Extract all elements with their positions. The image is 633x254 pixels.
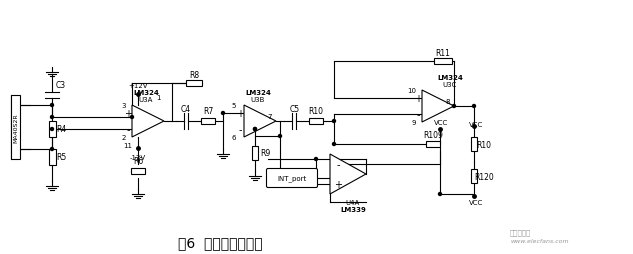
Bar	[252, 146, 258, 160]
Polygon shape	[330, 154, 366, 194]
Text: R10: R10	[477, 140, 491, 149]
Circle shape	[253, 128, 256, 131]
Text: R4: R4	[56, 125, 66, 134]
Circle shape	[315, 158, 318, 161]
Polygon shape	[244, 106, 276, 137]
Text: +: +	[414, 94, 422, 104]
Circle shape	[51, 148, 54, 151]
Text: -: -	[238, 124, 242, 134]
Text: VCC: VCC	[434, 120, 448, 125]
Text: R9: R9	[260, 149, 270, 158]
Text: R6: R6	[133, 157, 143, 166]
Bar	[49, 149, 56, 165]
Text: LM324: LM324	[245, 90, 271, 96]
Text: +12V: +12V	[128, 83, 147, 89]
Text: LM324: LM324	[437, 75, 463, 81]
Text: 1: 1	[156, 95, 160, 101]
Text: 8: 8	[446, 99, 450, 105]
Text: C5: C5	[290, 104, 300, 113]
Text: 图6  超声波接收电路: 图6 超声波接收电路	[178, 235, 262, 249]
Text: VCC: VCC	[469, 199, 483, 205]
Text: 3: 3	[122, 103, 126, 108]
Text: -12V: -12V	[130, 154, 146, 160]
Text: 10: 10	[408, 88, 417, 94]
Circle shape	[253, 128, 256, 131]
Bar	[11, 96, 20, 159]
Bar	[201, 119, 215, 124]
Text: R120: R120	[474, 172, 494, 181]
Circle shape	[439, 193, 441, 196]
Text: 6: 6	[232, 134, 236, 140]
Text: -: -	[336, 159, 340, 169]
Bar	[426, 141, 440, 147]
Circle shape	[453, 105, 456, 108]
Text: -: -	[126, 124, 130, 134]
Bar	[434, 59, 452, 65]
Circle shape	[130, 116, 134, 119]
Text: MA40S2R: MA40S2R	[13, 113, 18, 142]
Text: 7: 7	[268, 114, 272, 120]
Text: 9: 9	[411, 120, 417, 125]
Text: -: -	[417, 109, 420, 120]
Text: INT_port: INT_port	[277, 175, 306, 182]
Text: R7: R7	[203, 107, 213, 116]
Text: 11: 11	[123, 142, 132, 148]
Bar	[131, 168, 145, 174]
Text: C4: C4	[181, 104, 191, 113]
Circle shape	[332, 143, 335, 146]
Text: R11: R11	[436, 48, 451, 57]
Text: R109: R109	[423, 131, 443, 140]
Text: U3B: U3B	[251, 97, 265, 103]
Text: VCC: VCC	[469, 121, 483, 128]
Circle shape	[472, 105, 475, 108]
Text: LM339: LM339	[340, 206, 366, 212]
Circle shape	[332, 120, 335, 123]
Circle shape	[51, 116, 54, 119]
Text: U3C: U3C	[443, 82, 457, 88]
Bar	[471, 169, 477, 183]
Text: +: +	[334, 179, 342, 189]
Polygon shape	[132, 106, 164, 137]
Circle shape	[51, 104, 54, 107]
Text: R5: R5	[56, 153, 66, 162]
Text: +: +	[124, 108, 132, 119]
Bar	[186, 81, 202, 87]
Text: 5: 5	[232, 103, 236, 108]
Circle shape	[51, 128, 54, 131]
Circle shape	[222, 112, 225, 115]
Bar	[309, 119, 323, 124]
Text: www.elecfans.com: www.elecfans.com	[510, 239, 568, 244]
Text: U4A: U4A	[346, 199, 360, 205]
Text: C3: C3	[56, 80, 66, 89]
Text: 2: 2	[122, 134, 126, 140]
Text: +: +	[236, 108, 244, 119]
Circle shape	[279, 135, 282, 138]
Bar	[49, 121, 56, 137]
Text: LM324: LM324	[133, 90, 159, 96]
Text: 电子发烧友: 电子发烧友	[510, 229, 531, 235]
Text: U3A: U3A	[139, 97, 153, 103]
Text: R10: R10	[308, 107, 323, 116]
FancyBboxPatch shape	[266, 169, 318, 188]
Text: R8: R8	[189, 70, 199, 79]
Polygon shape	[422, 91, 454, 122]
Bar	[471, 137, 477, 151]
